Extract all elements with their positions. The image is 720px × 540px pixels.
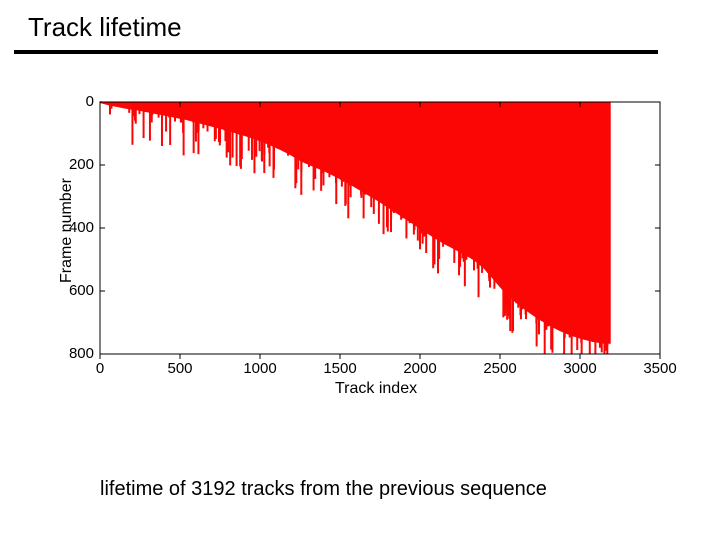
x-tick-label: 3000 [560,360,600,377]
x-tick-label: 500 [160,360,200,377]
caption-text: lifetime of 3192 tracks from the previou… [100,478,547,501]
x-axis-label: Track index [335,380,417,398]
x-tick-label: 1500 [320,360,360,377]
lifetime-chart [0,0,720,420]
y-tick-label: 200 [69,156,94,173]
x-tick-label: 3500 [640,360,680,377]
y-tick-label: 0 [86,93,94,110]
chart-container: Frame number Track index 050010001500200… [0,0,720,420]
y-tick-label: 800 [69,345,94,362]
y-tick-label: 400 [69,219,94,236]
x-tick-label: 2500 [480,360,520,377]
y-tick-label: 600 [69,282,94,299]
x-tick-label: 2000 [400,360,440,377]
x-tick-label: 1000 [240,360,280,377]
x-tick-label: 0 [80,360,120,377]
